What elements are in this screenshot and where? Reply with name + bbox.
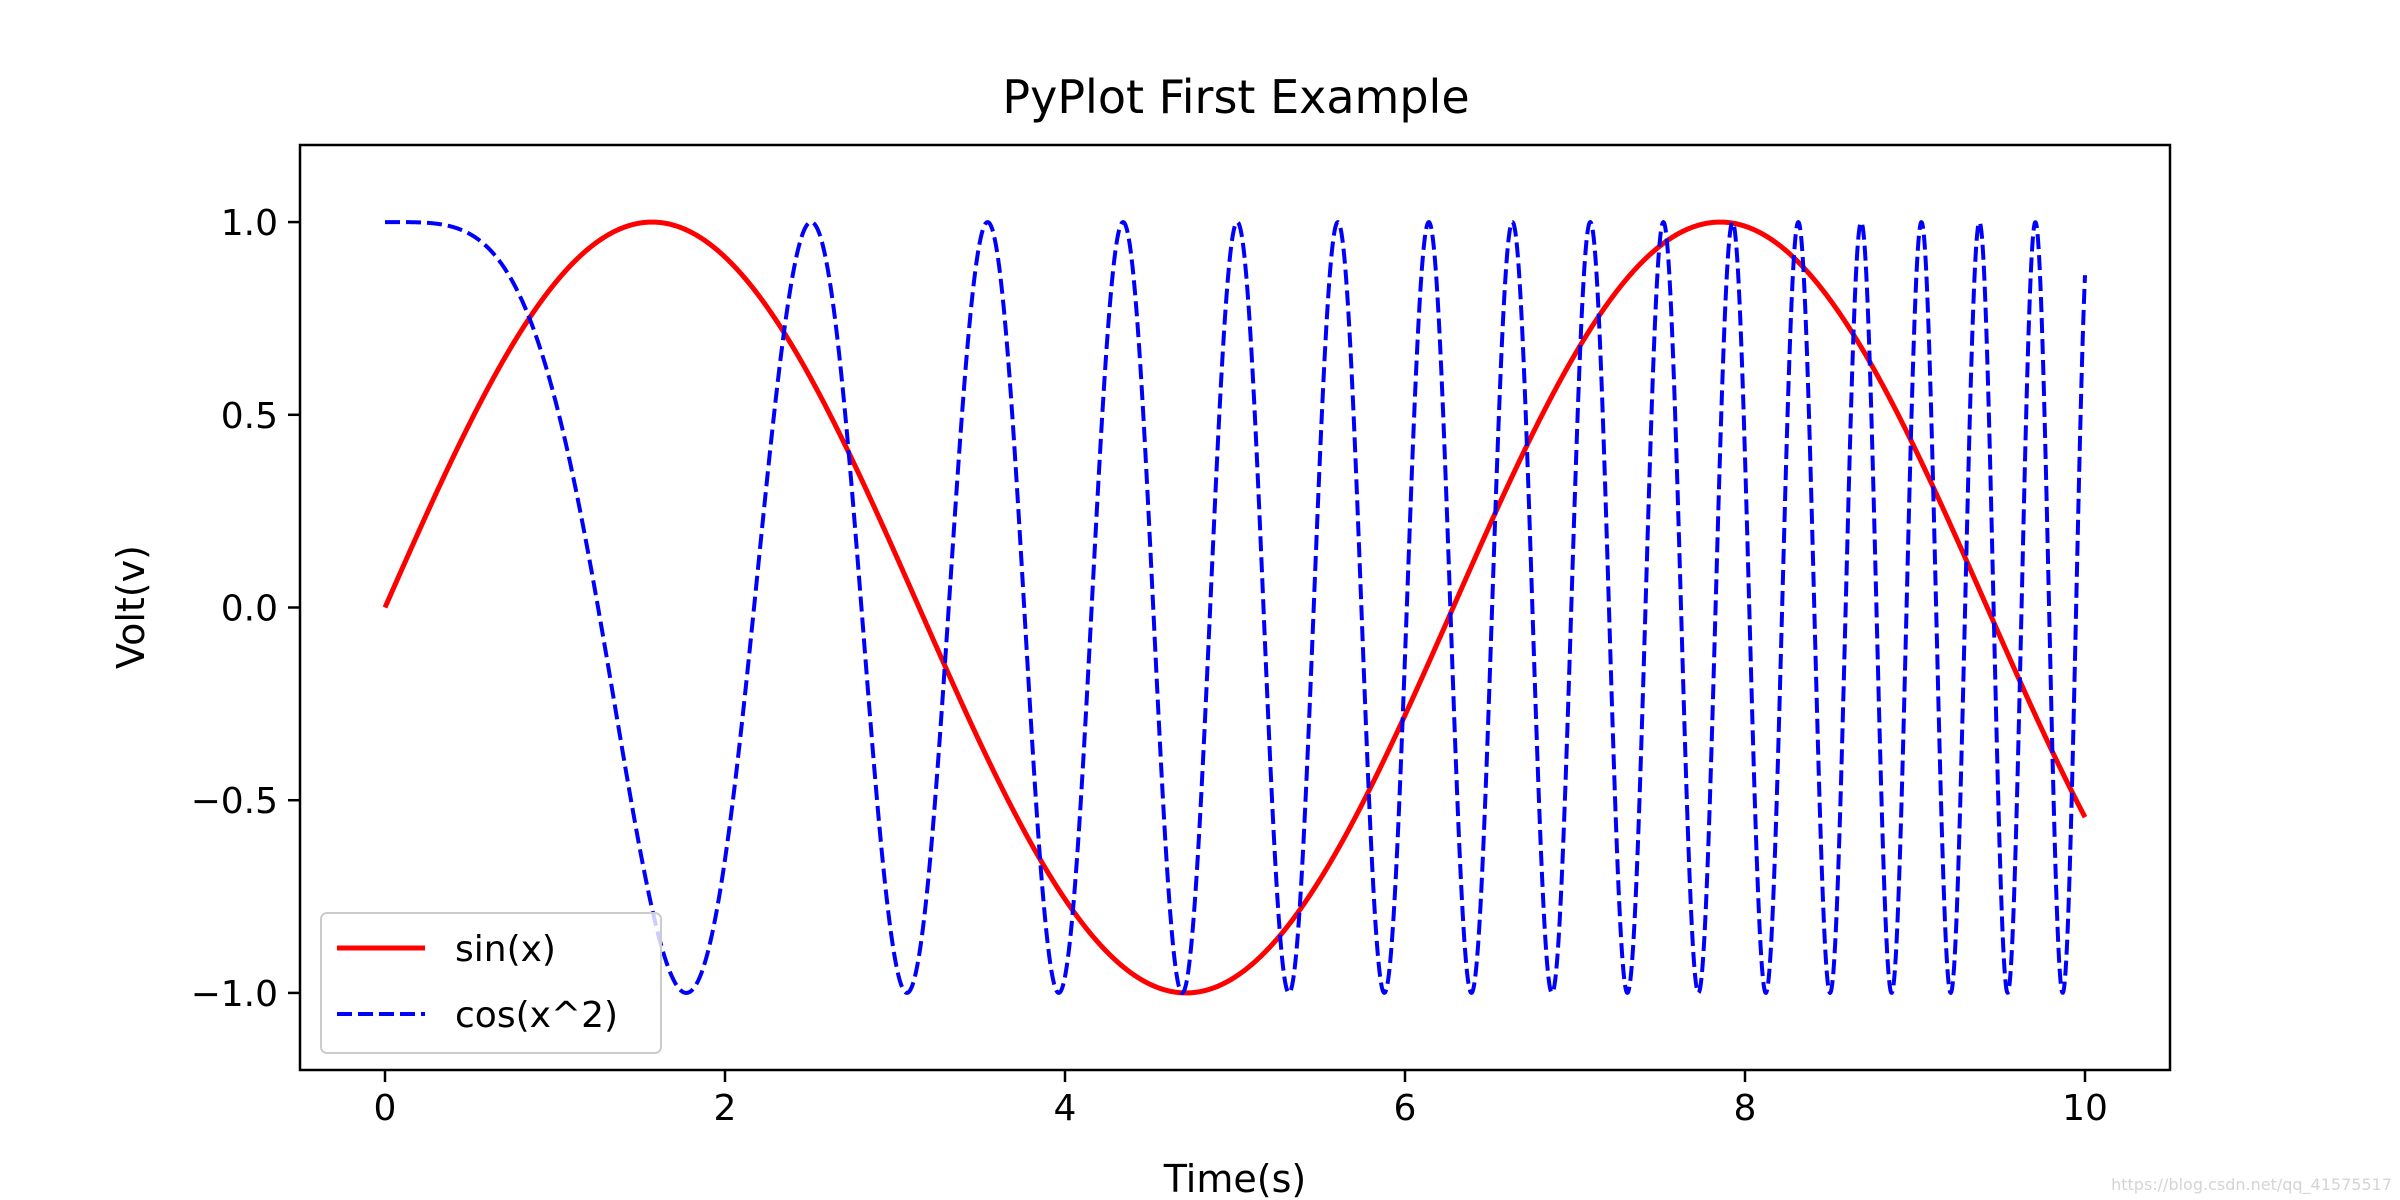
legend-label-1: sin(x) (455, 929, 556, 970)
y-axis: 1.0 0.5 0.0 −0.5 −1.0 (191, 203, 300, 1015)
legend-entries: sin(x) cos(x^2) (337, 929, 618, 1036)
chart-title: PyPlot First Example (1002, 70, 1469, 124)
x-tick-label: 2 (714, 1088, 737, 1129)
x-tick-label: 4 (1054, 1088, 1077, 1129)
watermark-text: https://blog.csdn.net/qq_41575517 (2111, 1175, 2392, 1194)
legend-label-2: cos(x^2) (455, 995, 618, 1036)
x-tick-label: 10 (2062, 1088, 2108, 1129)
series-line-2 (383, 220, 2087, 995)
y-axis-label: Volt(v) (109, 545, 153, 669)
y-tick-label: −0.5 (191, 781, 278, 822)
x-tick-label: 0 (374, 1088, 397, 1129)
y-tick-label: 0.5 (221, 396, 278, 437)
x-tick-label: 8 (1734, 1088, 1757, 1129)
x-axis: 0 2 4 6 8 10 (374, 1070, 2108, 1129)
y-tick-label: 0.0 (221, 589, 278, 630)
y-tick-label: −1.0 (191, 974, 278, 1015)
legend: sin(x) cos(x^2) (320, 912, 662, 1054)
y-tick-label: 1.0 (221, 203, 278, 244)
x-tick-label: 6 (1394, 1088, 1417, 1129)
series-lines (382, 219, 2088, 996)
x-axis-label: Time(s) (1163, 1157, 1306, 1200)
